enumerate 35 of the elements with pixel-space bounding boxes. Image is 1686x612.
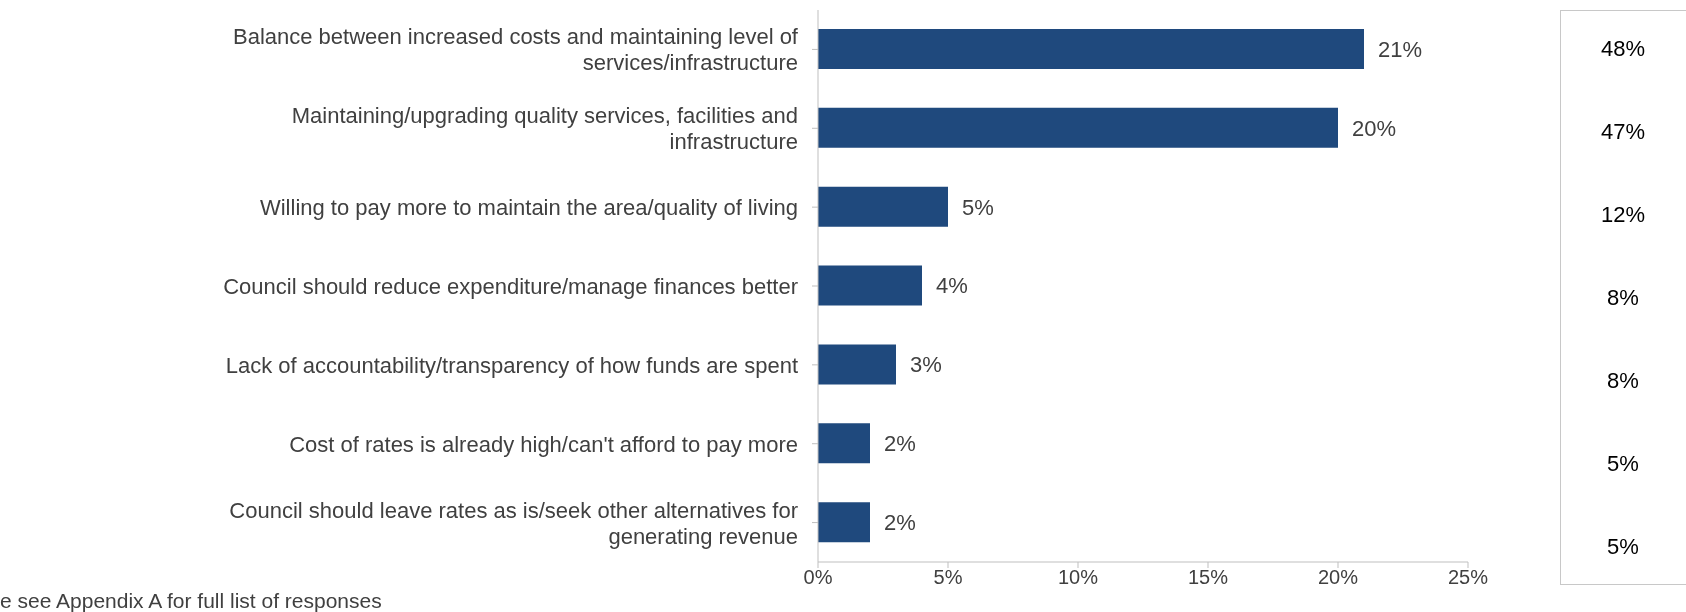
y-tick-label: Balance between increased costs and maintaining level of services/infrastructure — [232, 23, 799, 75]
bar — [818, 29, 1364, 69]
bar — [818, 502, 870, 543]
data-label: 5% — [962, 194, 994, 220]
text: e see Appendix A for full list of responses — [0, 589, 382, 612]
data-label: 4% — [936, 273, 968, 299]
x-tick-label: 25% — [1447, 566, 1489, 589]
data-label: 2% — [884, 509, 916, 535]
text: 5% — [1606, 533, 1640, 560]
x-tick-label: 0% — [803, 566, 833, 589]
bar — [818, 265, 922, 306]
text: 8% — [1606, 285, 1640, 311]
data-label: 3% — [910, 352, 942, 378]
y-tick-label: Cost of rates is already high/can't afford to pay more — [289, 431, 798, 457]
y-tick-label: Council should reduce expenditure/manage finances better — [223, 273, 798, 299]
y-tick-label: Maintaining/upgrading quality services, facilities and infrastructure — [291, 102, 798, 154]
text: 5% — [1606, 450, 1640, 477]
x-tick-label: 10% — [1057, 566, 1099, 589]
y-tick-label: Lack of accountability/transparency of how funds are spent — [225, 352, 798, 378]
data-label: 20% — [1352, 115, 1397, 141]
x-tick-label: 5% — [933, 566, 963, 589]
bar — [818, 186, 948, 227]
text: 47% — [1599, 119, 1646, 146]
y-tick-label: Council should leave rates as is/seek other alternatives for generating revenue — [229, 497, 798, 549]
text: 12% — [1599, 202, 1646, 229]
text: 8% — [1606, 367, 1640, 394]
bar — [818, 423, 870, 464]
x-tick-label: 20% — [1317, 566, 1359, 589]
bar — [818, 344, 896, 385]
data-label: 2% — [884, 431, 916, 457]
text: 48% — [1599, 36, 1646, 63]
y-tick-label: Willing to pay more to maintain the area/quality of living — [259, 194, 798, 220]
x-tick-label: 15% — [1187, 566, 1229, 589]
bar — [818, 107, 1338, 148]
data-label: 21% — [1378, 36, 1423, 62]
